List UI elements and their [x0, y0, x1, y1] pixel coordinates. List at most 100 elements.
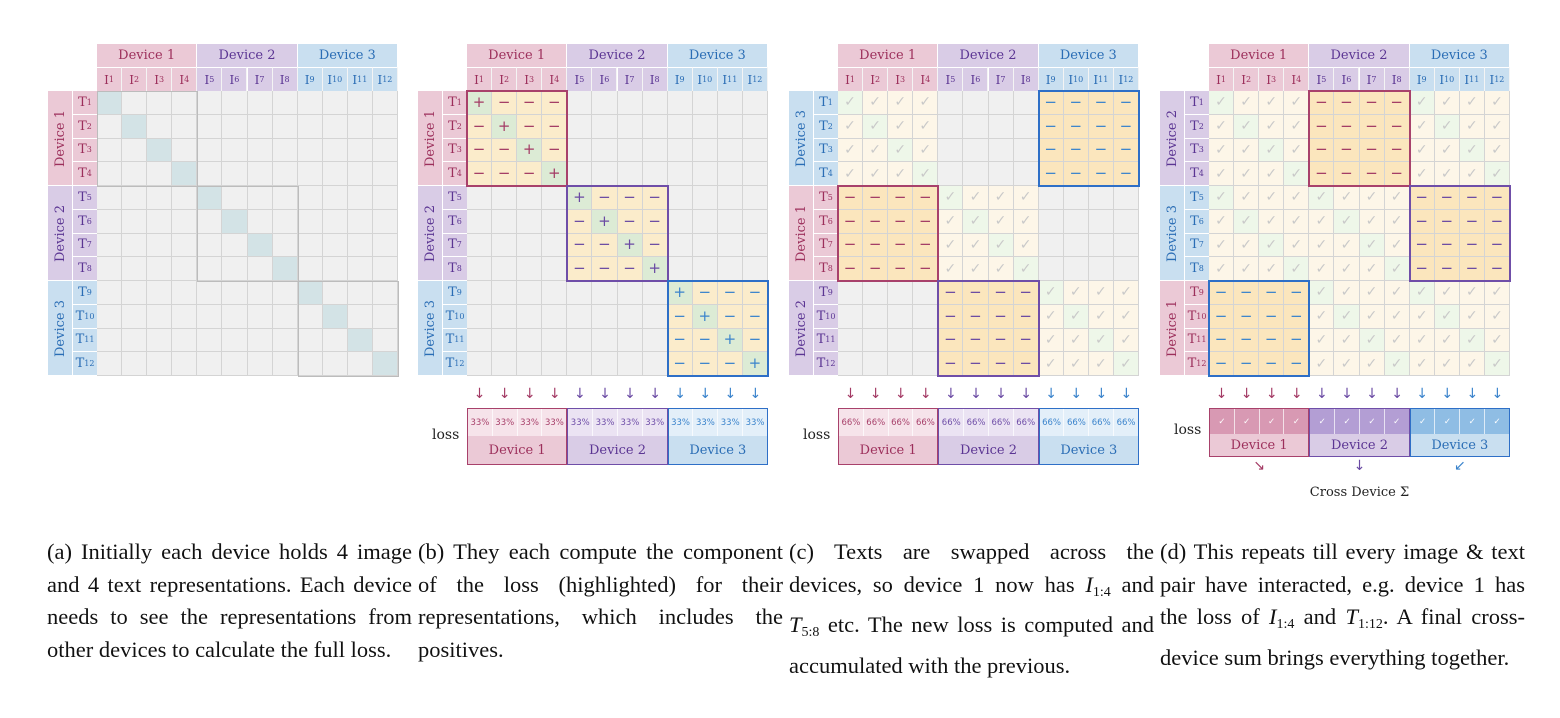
matrix-cell — [372, 209, 398, 234]
matrix-cell: − — [1334, 91, 1360, 115]
caption-a: (a) Initially each device holds 4 image … — [47, 539, 412, 662]
matrix-cell — [467, 281, 493, 305]
matrix-cell: ✓ — [963, 186, 989, 210]
matrix-cell: − — [1088, 91, 1114, 115]
matrix-cell: − — [667, 352, 693, 376]
matrix-cell — [97, 186, 123, 210]
matrix-cell: ✓ — [963, 233, 989, 258]
matrix-cell: − — [1359, 91, 1385, 115]
loss-value: 33% — [745, 417, 765, 428]
matrix-cell — [1063, 209, 1089, 234]
matrix-cell: − — [1484, 257, 1510, 281]
matrix-cell: − — [1484, 209, 1510, 234]
image-label-i10: I 10 — [1434, 67, 1460, 91]
matrix-cell — [617, 281, 643, 305]
matrix-cell: − — [467, 138, 493, 163]
matrix-cell — [1038, 209, 1064, 234]
matrix-cell — [322, 257, 348, 281]
matrix-cell: ✓ — [1209, 233, 1235, 258]
matrix-cell — [913, 304, 939, 329]
matrix-cell — [197, 304, 223, 329]
math-symbol: T5:8 — [789, 612, 820, 640]
loss-values: 66% 66% 66% 66% — [839, 409, 938, 436]
matrix-cell — [147, 138, 173, 163]
matrix-cell — [1038, 257, 1064, 281]
column-device-header: Device 2 — [1309, 44, 1410, 67]
loss-value: 66% — [1064, 409, 1090, 436]
column-device-header: Device 3 — [1409, 44, 1510, 67]
row-device-text: Device 3 — [422, 299, 438, 357]
matrix-cell: − — [1113, 162, 1139, 186]
matrix-cell — [272, 162, 298, 186]
matrix-cell — [272, 114, 298, 139]
matrix-cell: − — [1038, 114, 1064, 139]
matrix-cell: ✓ — [1309, 186, 1335, 210]
matrix-cell — [372, 328, 398, 353]
matrix-cell: ✓ — [1334, 352, 1360, 376]
matrix-cell: − — [592, 186, 618, 210]
loss-device-name: Device 1 — [468, 436, 567, 464]
matrix-cell: − — [1209, 304, 1235, 329]
matrix-cell — [97, 209, 123, 234]
loss-value: 33% — [669, 409, 694, 436]
matrix-cell: ✓ — [1459, 328, 1485, 353]
matrix-cell — [592, 114, 618, 139]
down-arrow-icon: ↓ — [894, 386, 907, 402]
row-device-label: Device 2 — [418, 186, 442, 281]
matrix-cell: − — [492, 162, 518, 186]
matrix-cell: ✓ — [838, 114, 864, 139]
matrix-cell: ✓ — [1038, 352, 1064, 376]
matrix-cell: − — [1088, 162, 1114, 186]
matrix-cell — [147, 257, 173, 281]
matrix-cell: ✓ — [863, 162, 889, 186]
matrix-cell — [147, 233, 173, 258]
matrix-cell — [642, 91, 668, 115]
matrix-cell: − — [617, 257, 643, 281]
loss-arrows: ↓ ↓ ↓ ↓ ↓ ↓ ↓ ↓ ↓ ↓ ↓ ↓ — [838, 386, 1139, 402]
matrix-cell: ✓ — [1309, 233, 1335, 258]
matrix-cell: ✓ — [1359, 352, 1385, 376]
loss-value: 33% — [493, 409, 518, 436]
matrix-cell — [467, 352, 493, 376]
matrix-cell — [372, 233, 398, 258]
loss-value: ✓ — [1260, 409, 1285, 434]
down-arrow-icon: ↓ — [749, 386, 762, 402]
row-device-label: Device 1 — [789, 186, 813, 281]
down-arrow-icon: ↓ — [1045, 386, 1058, 402]
matrix-cell — [97, 233, 123, 258]
loss-arrows: ↓ ↓ ↓ ↓ ↓ ↓ ↓ ↓ ↓ ↓ ↓ ↓ — [467, 386, 768, 402]
matrix-cell — [372, 91, 398, 115]
down-arrow-icon: ↓ — [498, 386, 511, 402]
matrix-cell — [372, 304, 398, 329]
matrix-cell — [467, 304, 493, 329]
matrix-cell: − — [1013, 352, 1039, 376]
loss-values: ✓ ✓ ✓ ✓ — [1310, 409, 1409, 434]
matrix-cell: ✓ — [1459, 138, 1485, 163]
matrix-cell — [692, 186, 718, 210]
down-arrow-icon: ↓ — [970, 386, 982, 402]
matrix-cell: ✓ — [1234, 138, 1260, 163]
matrix-cell — [1113, 209, 1139, 234]
matrix-cell: − — [1409, 186, 1435, 210]
down-arrow-icon: ↓ — [1290, 386, 1303, 402]
matrix-cell: − — [517, 91, 543, 115]
loss-device-name: Device 3 — [1410, 434, 1509, 456]
matrix-cell: ✓ — [1409, 138, 1435, 163]
down-arrow-icon: ↓ — [1441, 386, 1454, 402]
matrix-cell — [272, 186, 298, 210]
matrix-cell — [938, 138, 964, 163]
row-device-label: Device 3 — [789, 91, 813, 186]
matrix-cell: ✓ — [1309, 328, 1335, 353]
matrix-cell: ✓ — [1459, 304, 1485, 329]
